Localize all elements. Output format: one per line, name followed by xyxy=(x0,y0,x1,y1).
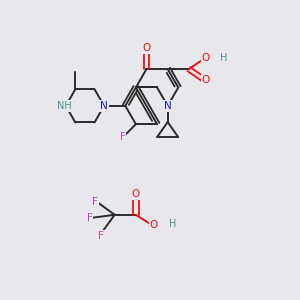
Text: O: O xyxy=(202,75,210,85)
Text: F: F xyxy=(87,213,93,223)
Text: NH: NH xyxy=(57,101,72,111)
Text: H: H xyxy=(220,53,228,63)
Text: O: O xyxy=(132,189,140,199)
Text: O: O xyxy=(149,220,158,230)
Text: F: F xyxy=(92,196,98,206)
Text: F: F xyxy=(98,231,104,241)
Text: F: F xyxy=(120,132,126,142)
Text: N: N xyxy=(164,101,172,111)
Text: H: H xyxy=(169,220,176,230)
Text: N: N xyxy=(100,101,108,111)
Text: O: O xyxy=(202,53,210,63)
Text: O: O xyxy=(142,43,151,53)
